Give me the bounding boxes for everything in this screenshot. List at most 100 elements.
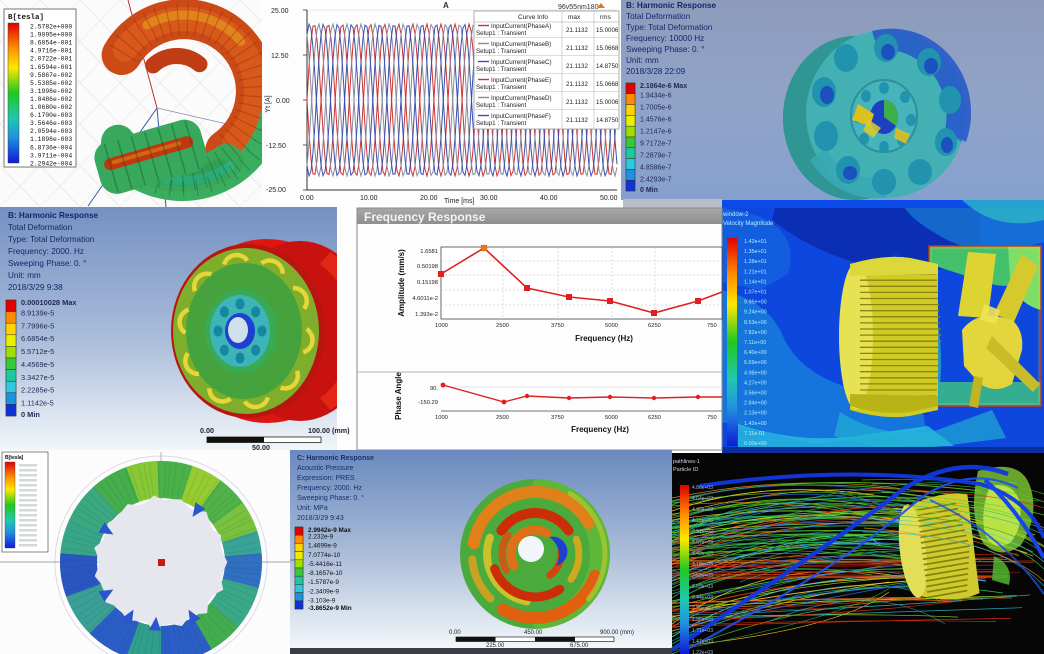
svg-text:3.5646e-003: 3.5646e-003 [30, 120, 72, 127]
svg-text:7.11e-01: 7.11e-01 [744, 431, 765, 437]
svg-text:900.00 (mm): 900.00 (mm) [600, 630, 634, 636]
svg-text:1.4699e-9: 1.4699e-9 [308, 543, 337, 550]
svg-text:Setup1 : Transient: Setup1 : Transient [476, 120, 526, 127]
svg-text:Expression: PRES: Expression: PRES [297, 475, 355, 482]
svg-text:7.7996e-5: 7.7996e-5 [21, 321, 54, 330]
svg-text:2.5782e+000: 2.5782e+000 [30, 24, 72, 31]
svg-text:InputCurrent(PhaseA): InputCurrent(PhaseA) [491, 23, 551, 30]
svg-text:5000: 5000 [605, 415, 618, 421]
svg-text:2.0594e-003: 2.0594e-003 [30, 128, 72, 135]
svg-text:40.00: 40.00 [540, 195, 558, 202]
svg-text:1.9095e+000: 1.9095e+000 [30, 32, 72, 39]
svg-text:-2.3409e-9: -2.3409e-9 [308, 588, 339, 595]
svg-text:1.6594e-001: 1.6594e-001 [30, 64, 72, 71]
svg-text:15.0668: 15.0668 [596, 45, 619, 52]
svg-text:-3.8652e-9 Min: -3.8652e-9 Min [308, 605, 352, 612]
svg-text:2.232e-9: 2.232e-9 [308, 534, 334, 541]
svg-text:21.1132: 21.1132 [566, 81, 588, 88]
svg-text:225.00: 225.00 [486, 643, 505, 649]
svg-text:Frequency (Hz): Frequency (Hz) [571, 425, 629, 434]
svg-text:-5.4416e-11: -5.4416e-11 [308, 561, 342, 568]
svg-text:6250: 6250 [648, 415, 661, 421]
svg-text:2.13e+00: 2.13e+00 [744, 411, 767, 417]
svg-text:6250: 6250 [648, 323, 661, 329]
svg-text:0.50198: 0.50198 [417, 264, 438, 270]
svg-text:750: 750 [707, 415, 717, 421]
svg-text:4.27e+00: 4.27e+00 [744, 380, 767, 386]
svg-text:Sweeping Phase: 0. °: Sweeping Phase: 0. ° [626, 45, 704, 54]
svg-text:21.1132: 21.1132 [566, 63, 588, 70]
svg-text:4.64e+03: 4.64e+03 [692, 496, 713, 502]
svg-text:0.00: 0.00 [300, 195, 314, 202]
svg-text:9.96e+00: 9.96e+00 [744, 300, 767, 306]
svg-text:1.71e+03: 1.71e+03 [692, 628, 713, 634]
svg-text:8.6054e-001: 8.6054e-001 [30, 40, 72, 47]
svg-text:1.14e+01: 1.14e+01 [744, 279, 767, 285]
svg-text:1.2147e-6: 1.2147e-6 [640, 129, 672, 136]
svg-text:750: 750 [707, 323, 717, 329]
svg-text:5.5712e-5: 5.5712e-5 [21, 347, 54, 356]
svg-text:1.22e+03: 1.22e+03 [692, 650, 713, 654]
svg-text:B[tesla]: B[tesla] [8, 14, 44, 22]
svg-text:5000: 5000 [605, 323, 618, 329]
svg-text:B: Harmonic Response: B: Harmonic Response [8, 211, 99, 220]
svg-text:InputCurrent(PhaseB): InputCurrent(PhaseB) [491, 41, 551, 48]
svg-text:21.1132: 21.1132 [566, 117, 588, 124]
svg-text:3.18e+03: 3.18e+03 [692, 562, 713, 568]
svg-text:Frequency: 2000. Hz: Frequency: 2000. Hz [297, 485, 362, 492]
svg-text:6.1700e-003: 6.1700e-003 [30, 112, 72, 119]
svg-text:C: Harmonic Response: C: Harmonic Response [297, 455, 374, 462]
svg-text:max: max [568, 14, 581, 21]
svg-text:window-2: window-2 [722, 212, 749, 218]
svg-text:2.69e+03: 2.69e+03 [692, 584, 713, 590]
svg-text:4.98e+00: 4.98e+00 [744, 370, 767, 376]
svg-text:15.0668: 15.0668 [596, 81, 619, 88]
svg-text:1.6581: 1.6581 [420, 249, 438, 255]
svg-text:1.47e+03: 1.47e+03 [692, 639, 713, 645]
svg-text:30.00: 30.00 [480, 195, 498, 202]
svg-text:450.00: 450.00 [524, 630, 543, 636]
svg-text:Curve Info: Curve Info [518, 14, 548, 21]
svg-text:2018/3/29 9:43: 2018/3/29 9:43 [297, 515, 344, 522]
svg-text:7.2879e-7: 7.2879e-7 [640, 153, 672, 160]
svg-text:3750: 3750 [551, 323, 564, 329]
svg-text:9.24e+00: 9.24e+00 [744, 310, 767, 316]
svg-text:Velocity Magnitude: Velocity Magnitude [723, 221, 774, 227]
svg-text:Setup1 : Transient: Setup1 : Transient [476, 30, 526, 37]
svg-text:Unit: mm: Unit: mm [626, 56, 659, 65]
svg-text:Frequency (Hz): Frequency (Hz) [575, 334, 633, 343]
svg-text:1.42e+00: 1.42e+00 [744, 421, 767, 427]
svg-text:-1.5787e-9: -1.5787e-9 [308, 579, 339, 586]
svg-text:15.0006: 15.0006 [596, 27, 619, 34]
svg-text:5.69e+00: 5.69e+00 [744, 360, 767, 366]
svg-text:2.4293e-7: 2.4293e-7 [640, 177, 672, 184]
svg-text:0 Min: 0 Min [21, 410, 40, 419]
svg-text:Setup1 : Transient: Setup1 : Transient [476, 48, 526, 55]
svg-text:0.00: 0.00 [200, 426, 214, 435]
svg-text:3750: 3750 [551, 415, 564, 421]
svg-text:4.16e+03: 4.16e+03 [692, 518, 713, 524]
svg-text:Unit: MPa: Unit: MPa [297, 505, 328, 512]
svg-text:0.00010028 Max: 0.00010028 Max [21, 298, 77, 307]
svg-text:rms: rms [600, 14, 612, 21]
svg-text:2.9942e-9 Max: 2.9942e-9 Max [308, 527, 351, 534]
svg-text:2.44e+03: 2.44e+03 [692, 595, 713, 601]
svg-text:6.6854e-5: 6.6854e-5 [21, 334, 54, 343]
svg-text:Unit: mm: Unit: mm [8, 271, 41, 280]
svg-text:1.96e+03: 1.96e+03 [692, 617, 713, 623]
svg-text:0 Min: 0 Min [640, 187, 658, 194]
svg-text:Total Deformation: Total Deformation [626, 12, 691, 21]
svg-text:3.9711e-004: 3.9711e-004 [30, 152, 72, 159]
svg-text:Type: Total Deformation: Type: Total Deformation [8, 235, 95, 244]
svg-text:7.11e+00: 7.11e+00 [744, 340, 766, 346]
svg-text:21.1132: 21.1132 [566, 99, 588, 106]
svg-text:2.84e+00: 2.84e+00 [744, 401, 767, 407]
svg-text:3.42e+03: 3.42e+03 [692, 551, 713, 557]
svg-text:20.00: 20.00 [420, 195, 438, 202]
svg-text:21.1132: 21.1132 [566, 27, 588, 34]
svg-text:5.5385e-002: 5.5385e-002 [30, 80, 72, 87]
svg-text:3.3427e-5: 3.3427e-5 [21, 373, 54, 382]
svg-text:2500: 2500 [496, 415, 509, 421]
svg-text:pathlines-1: pathlines-1 [673, 459, 700, 465]
svg-text:100.00 (mm): 100.00 (mm) [308, 426, 350, 435]
